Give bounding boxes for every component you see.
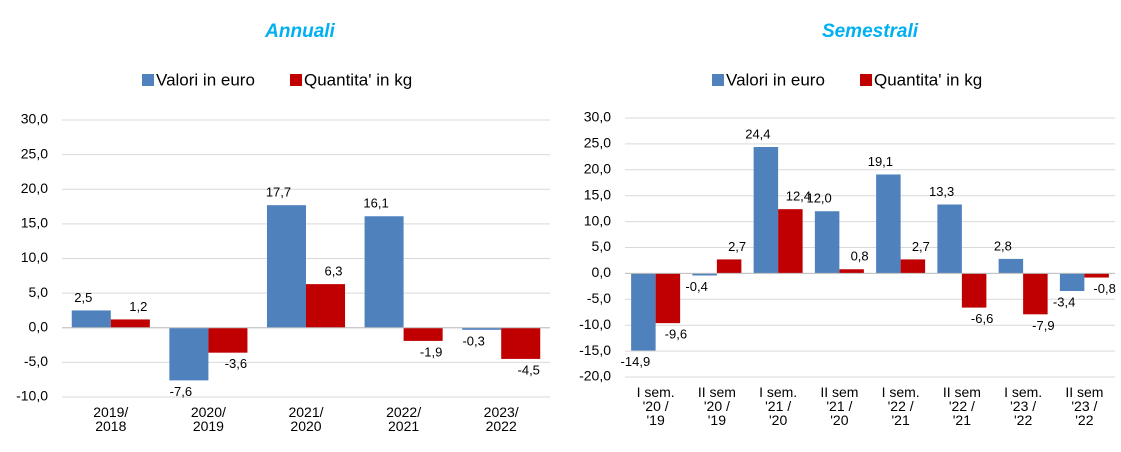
chart-title: Semestrali <box>822 21 919 42</box>
x-tick-label: II sem '21 / '20 <box>820 384 859 428</box>
data-label: 17,7 <box>266 185 291 200</box>
data-label: 2,5 <box>74 290 92 305</box>
data-label: 2,8 <box>994 238 1012 253</box>
bar <box>778 209 803 274</box>
bar <box>403 327 443 341</box>
data-label: -0,3 <box>462 333 484 348</box>
bar <box>1059 273 1085 292</box>
data-label: 2,7 <box>912 239 930 254</box>
y-tick-label: -5,0 <box>587 290 611 306</box>
bar <box>814 211 840 274</box>
y-tick-label: 5,0 <box>29 284 49 300</box>
chart-title: Annuali <box>264 21 335 42</box>
y-tick-label: 30,0 <box>584 109 611 125</box>
bar <box>716 259 742 274</box>
bar <box>462 327 502 330</box>
x-tick-label: 2020/ 2019 <box>190 404 226 434</box>
x-tick-label: I sem. '23 / '22 <box>1004 384 1043 428</box>
y-tick-label: 15,0 <box>584 186 611 202</box>
data-label: -7,9 <box>1032 318 1054 333</box>
bar <box>208 327 248 353</box>
y-tick-label: 15,0 <box>21 215 48 231</box>
bar <box>876 174 901 274</box>
y-tick-label: 20,0 <box>584 161 611 177</box>
data-label: -4,5 <box>518 362 540 377</box>
data-label: -3,6 <box>225 356 247 371</box>
y-tick-label: 10,0 <box>584 212 611 228</box>
legend-swatch <box>290 74 302 86</box>
y-tick-label: 30,0 <box>21 111 48 127</box>
data-label: -1,9 <box>420 344 442 359</box>
x-tick-label: II sem '20 / '19 <box>697 384 736 428</box>
data-label: 12,4 <box>786 189 811 204</box>
y-tick-label: -10,0 <box>16 388 48 404</box>
y-tick-label: 25,0 <box>584 135 611 151</box>
bar <box>266 205 306 328</box>
y-tick-label: -15,0 <box>579 342 611 358</box>
bar <box>364 216 404 328</box>
y-tick-label: 0,0 <box>29 318 49 334</box>
bar <box>753 147 779 274</box>
legend-label: Valori in euro <box>726 70 825 89</box>
bar <box>110 319 150 328</box>
bar <box>655 273 681 324</box>
bar <box>998 258 1024 274</box>
data-label: -6,6 <box>971 311 993 326</box>
data-label: 1,2 <box>129 299 147 314</box>
data-label: 0,8 <box>851 249 869 264</box>
bar <box>961 273 987 308</box>
x-tick-label: 2023/ 2022 <box>483 404 519 434</box>
x-tick-label: 2021/ 2020 <box>288 404 324 434</box>
y-tick-label: 10,0 <box>21 249 48 265</box>
bar <box>937 204 962 274</box>
legend-label: Quantita' in kg <box>874 70 982 89</box>
x-tick-label: II sem '23 / '22 <box>1065 384 1104 428</box>
x-tick-label: I sem. '20 / '19 <box>636 384 675 428</box>
data-label: 13,3 <box>929 184 954 199</box>
legend-label: Quantita' in kg <box>304 70 412 89</box>
bar <box>839 269 864 274</box>
y-tick-label: 5,0 <box>592 238 612 254</box>
x-tick-label: II sem '22 / '21 <box>942 384 981 428</box>
y-tick-label: 0,0 <box>592 264 612 280</box>
data-label: -14,9 <box>621 354 651 369</box>
data-label: -0,4 <box>685 279 707 294</box>
data-label: 16,1 <box>363 196 388 211</box>
bar <box>631 273 656 351</box>
x-tick-label: I sem. '22 / '21 <box>881 384 920 428</box>
data-label: -3,4 <box>1053 294 1075 309</box>
data-label: 2,7 <box>728 239 746 254</box>
data-label: 6,3 <box>324 264 342 279</box>
x-tick-label: 2022/ 2021 <box>386 404 422 434</box>
legend-swatch <box>860 74 872 86</box>
bar <box>1084 273 1109 278</box>
y-tick-label: -10,0 <box>579 316 611 332</box>
bar <box>306 284 346 328</box>
y-tick-label: -5,0 <box>24 353 48 369</box>
data-label: -9,6 <box>665 327 687 342</box>
data-label: -0,8 <box>1093 281 1115 296</box>
y-tick-label: -20,0 <box>579 368 611 384</box>
data-label: 19,1 <box>868 154 893 169</box>
bar <box>1023 273 1048 315</box>
y-tick-label: 20,0 <box>21 180 48 196</box>
legend-swatch <box>712 74 724 86</box>
data-label: 24,4 <box>745 126 770 141</box>
bar <box>501 327 541 359</box>
legend-swatch <box>142 74 154 86</box>
data-label: 12,0 <box>806 191 831 206</box>
bar <box>900 259 926 274</box>
data-label: -7,6 <box>170 384 192 399</box>
x-tick-label: 2019/ 2018 <box>93 404 129 434</box>
bar <box>71 310 111 328</box>
bar <box>692 273 717 276</box>
legend-label: Valori in euro <box>156 70 255 89</box>
bar <box>169 327 209 381</box>
y-tick-label: 25,0 <box>21 145 48 161</box>
x-tick-label: I sem. '21 / '20 <box>759 384 798 428</box>
